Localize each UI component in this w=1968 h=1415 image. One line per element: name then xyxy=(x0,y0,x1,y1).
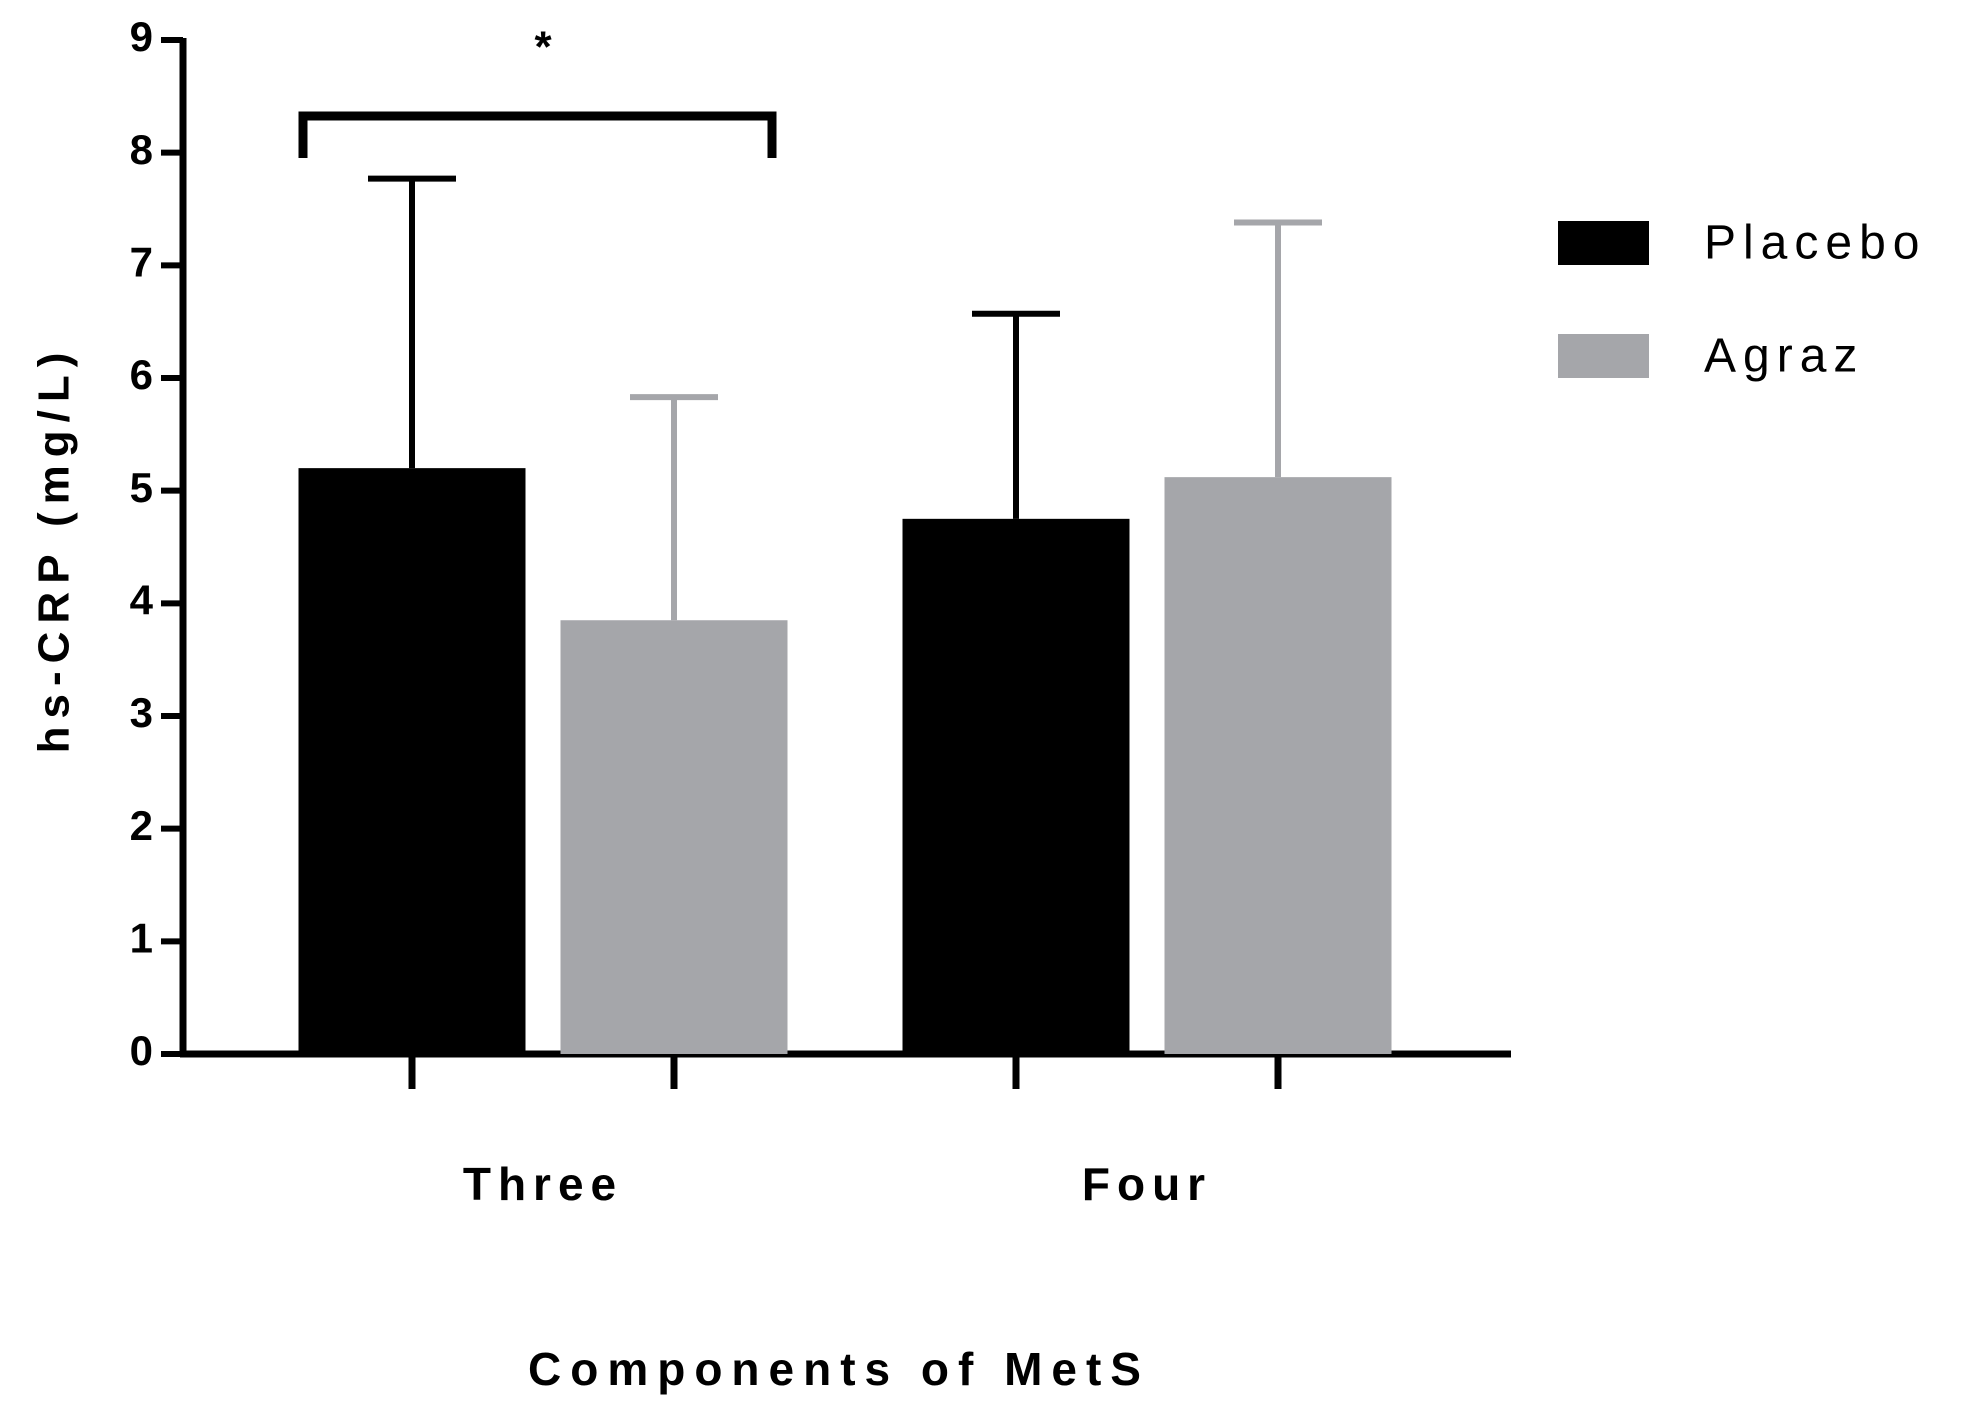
y-axis-label: hs-CRP (mg/L) xyxy=(30,345,79,754)
bar xyxy=(560,620,788,1054)
legend-label: Placebo xyxy=(1704,217,1926,270)
y-tick-label: 1 xyxy=(130,914,153,961)
y-tick-label: 0 xyxy=(130,1027,153,1074)
y-tick-label: 7 xyxy=(130,238,153,285)
bar xyxy=(902,518,1130,1054)
x-axis-label: Components of MetS xyxy=(528,1343,1150,1395)
y-tick-label: 6 xyxy=(130,351,153,398)
x-tick-label: Three xyxy=(463,1158,623,1210)
significance-annotation: * xyxy=(534,23,552,72)
legend-swatch xyxy=(1558,221,1649,265)
legend-swatch xyxy=(1558,334,1649,378)
y-tick-label: 4 xyxy=(130,576,154,623)
bar xyxy=(1164,477,1392,1054)
y-tick-label: 3 xyxy=(130,689,153,736)
significance-bracket xyxy=(298,111,777,158)
bar xyxy=(298,468,526,1055)
y-tick-label: 2 xyxy=(130,802,153,849)
y-tick-label: 5 xyxy=(130,464,153,511)
y-tick-label: 8 xyxy=(130,126,153,173)
x-tick-label: Four xyxy=(1082,1158,1212,1210)
y-tick-label: 9 xyxy=(130,13,153,60)
legend-label: Agraz xyxy=(1704,330,1864,383)
